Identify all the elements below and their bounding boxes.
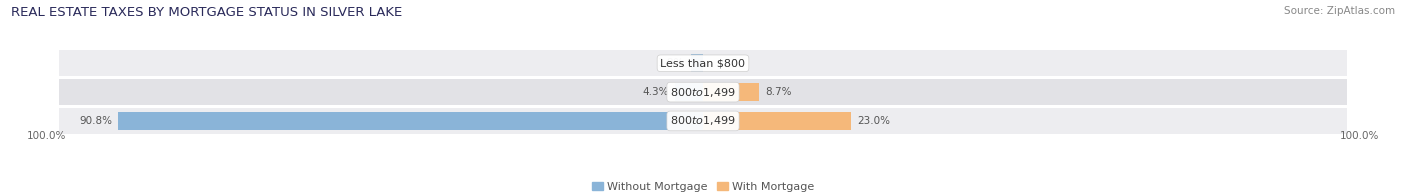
Bar: [690, 54, 703, 72]
Text: Source: ZipAtlas.com: Source: ZipAtlas.com: [1284, 6, 1395, 16]
Text: 90.8%: 90.8%: [79, 116, 112, 126]
Bar: [703, 112, 851, 130]
Bar: [118, 112, 703, 130]
Bar: [59, 108, 703, 134]
Text: 1.9%: 1.9%: [658, 58, 685, 68]
Text: $800 to $1,499: $800 to $1,499: [671, 114, 735, 127]
Bar: [59, 79, 703, 105]
Text: 100.0%: 100.0%: [1340, 131, 1379, 141]
Text: $800 to $1,499: $800 to $1,499: [671, 86, 735, 99]
Bar: [703, 79, 1347, 105]
Bar: [59, 50, 703, 76]
Text: 8.7%: 8.7%: [765, 87, 792, 97]
Bar: [703, 50, 1347, 76]
Bar: [703, 108, 1347, 134]
Text: 23.0%: 23.0%: [858, 116, 890, 126]
Text: REAL ESTATE TAXES BY MORTGAGE STATUS IN SILVER LAKE: REAL ESTATE TAXES BY MORTGAGE STATUS IN …: [11, 6, 402, 19]
Text: 4.3%: 4.3%: [643, 87, 669, 97]
Bar: [703, 83, 759, 101]
Text: Less than $800: Less than $800: [661, 58, 745, 68]
Legend: Without Mortgage, With Mortgage: Without Mortgage, With Mortgage: [588, 177, 818, 196]
Bar: [675, 83, 703, 101]
Text: 100.0%: 100.0%: [27, 131, 66, 141]
